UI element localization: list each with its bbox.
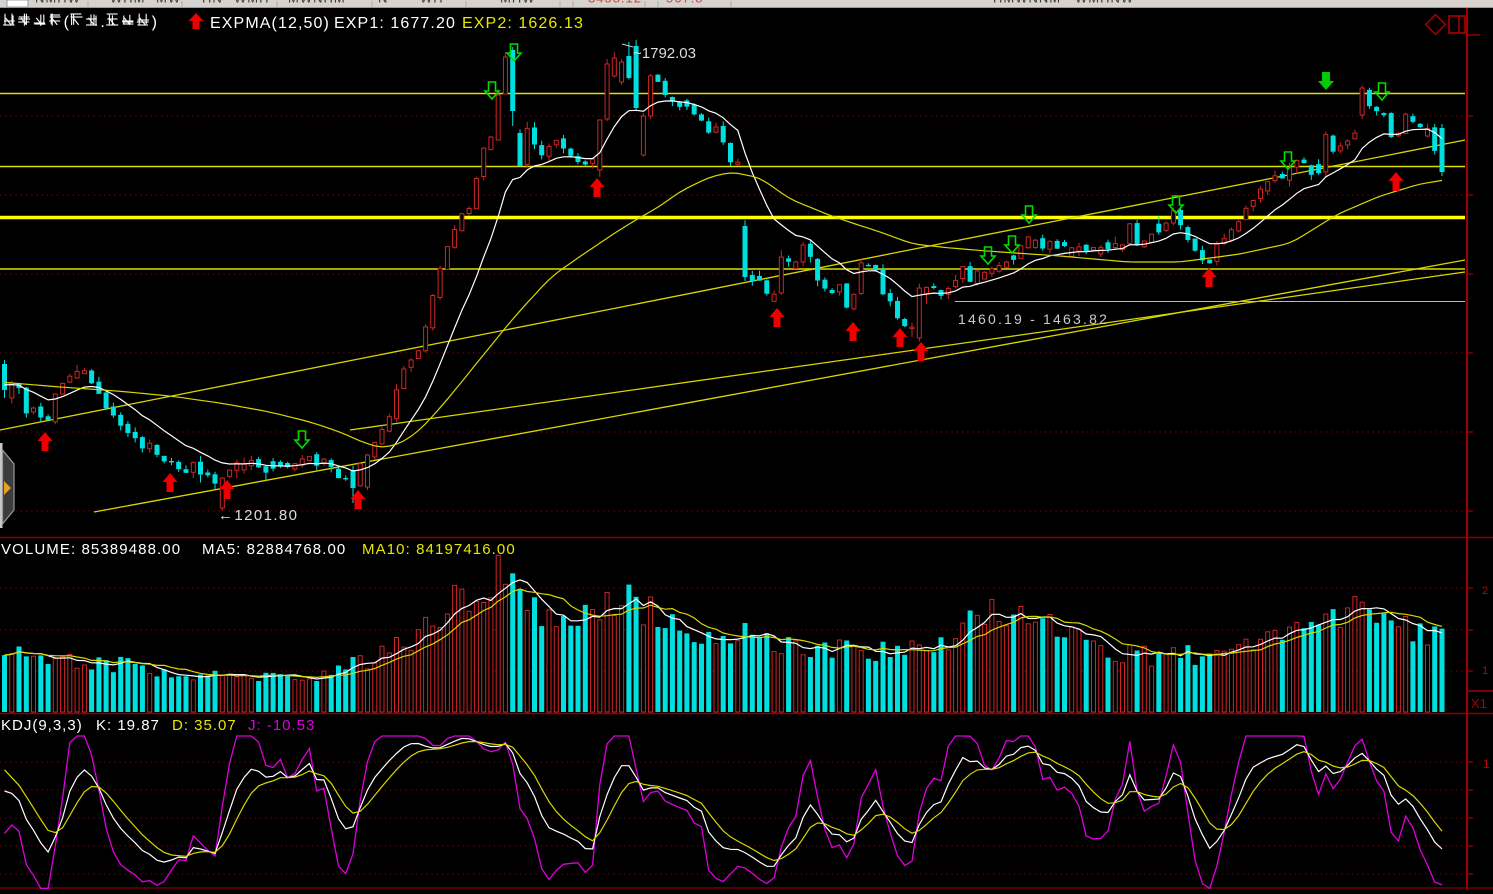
svg-text:NMHW: NMHW (35, 0, 81, 6)
svg-text:X1: X1 (1471, 696, 1487, 711)
svg-text:VOLUME: 85389488.00: VOLUME: 85389488.00 (1, 541, 181, 558)
svg-text:←1201.80: ←1201.80 (218, 507, 298, 524)
svg-text:2: 2 (1482, 585, 1488, 597)
svg-text:MA5: 82884768.00: MA5: 82884768.00 (202, 541, 346, 558)
svg-text:MHW: MHW (500, 0, 536, 6)
svg-text:EXP2: 1626.13: EXP2: 1626.13 (462, 15, 584, 32)
svg-text:MA10: 84197416.00: MA10: 84197416.00 (362, 541, 516, 558)
svg-text:1: 1 (1482, 665, 1488, 677)
svg-text:.: . (100, 14, 104, 31)
svg-text:567.8: 567.8 (666, 0, 704, 6)
svg-text:1: 1 (1483, 757, 1490, 771)
svg-text:N: N (378, 0, 388, 6)
svg-text:HMWNNM: HMWNNM (993, 0, 1061, 6)
svg-text:WHM: WHM (110, 0, 146, 6)
svg-text:3458.12: 3458.12 (588, 0, 642, 6)
svg-text:(: ( (64, 14, 70, 31)
svg-text:~1792.03: ~1792.03 (633, 45, 696, 62)
svg-text:K: 19.87: K: 19.87 (96, 717, 160, 734)
svg-text:WMHNW: WMHNW (1075, 0, 1134, 6)
svg-text:WMH: WMH (234, 0, 270, 6)
svg-text:1460.19 - 1463.82: 1460.19 - 1463.82 (958, 311, 1109, 327)
svg-text:MW: MW (156, 0, 181, 6)
svg-text:): ) (152, 14, 157, 31)
svg-text:J: -10.53: J: -10.53 (248, 717, 315, 734)
svg-text:KDJ(9,3,3): KDJ(9,3,3) (1, 717, 83, 734)
svg-text:EXP1: 1677.20: EXP1: 1677.20 (334, 15, 456, 32)
svg-text:EXPMA(12,50): EXPMA(12,50) (210, 15, 330, 32)
svg-text:D: 35.07: D: 35.07 (172, 717, 237, 734)
svg-text:MWNHM: MWNHM (288, 0, 346, 6)
svg-text:WH: WH (420, 0, 444, 6)
svg-text:HN: HN (202, 0, 223, 6)
